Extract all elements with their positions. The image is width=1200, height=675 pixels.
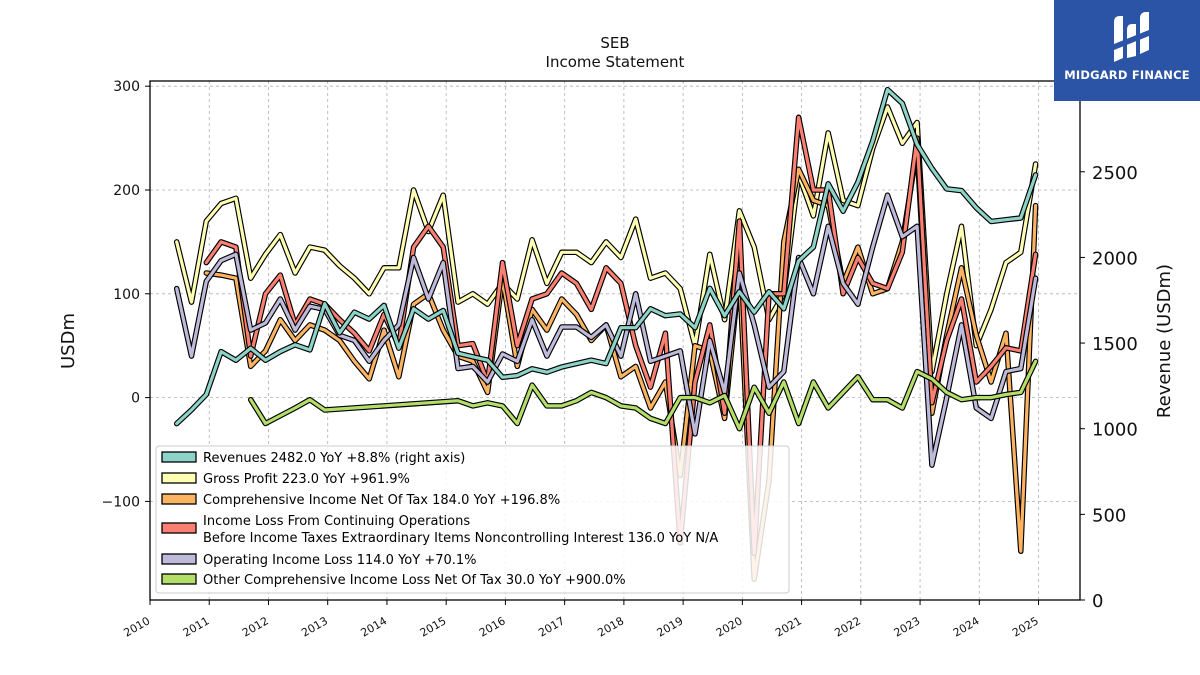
x-tick-label: 2021 [773, 614, 804, 639]
y-tick-label: 300 [113, 79, 140, 95]
x-tick-label: 2018 [595, 614, 626, 639]
legend-label-income-loss-line2: Before Income Taxes Extraordinary Items … [203, 531, 718, 546]
x-tick-label: 2011 [181, 614, 212, 639]
x-tick-label: 2025 [1010, 614, 1041, 639]
legend-swatch-gross-profit [161, 472, 197, 484]
y2-tick-label: 0 [1092, 591, 1103, 612]
legend-box [155, 445, 790, 594]
y2-tick-label: 2500 [1092, 163, 1138, 184]
series-line-operating-income-loss [175, 193, 1038, 467]
logo-mark-icon [1114, 12, 1149, 62]
x-tick-label: 2010 [122, 614, 153, 639]
legend-swatch-income-loss [161, 522, 197, 534]
y-tick-label: −100 [102, 494, 140, 510]
y-tick-label: 200 [113, 183, 140, 199]
series-line-revenues [175, 88, 1038, 426]
x-tick-label: 2020 [714, 614, 745, 639]
y2-axis-label: Revenue (USDm) [1154, 264, 1175, 418]
midgard-finance-logo: MIDGARD FINANCE [1054, 0, 1200, 101]
legend-label-income-loss-line1: Income Loss From Continuing Operations [203, 514, 470, 529]
chart-title: SEB [600, 34, 629, 52]
x-tick-label: 2014 [358, 614, 389, 639]
x-tick-label: 2015 [418, 614, 449, 639]
series-line-gross-profit [175, 105, 1038, 374]
x-tick-label: 2024 [951, 614, 982, 639]
series-lines [173, 86, 1039, 582]
legend-swatch-other-comprehensive [161, 573, 197, 585]
plot-frame [149, 80, 1081, 601]
chart-subtitle: Income Statement [546, 53, 685, 71]
y2-tick-label: 2000 [1092, 248, 1138, 269]
grid-lines [149, 81, 1080, 600]
legend-label-other-comprehensive: Other Comprehensive Income Loss Net Of T… [203, 573, 626, 588]
y2-tick-label: 1000 [1092, 420, 1138, 441]
y-tick-label: 0 [131, 391, 140, 407]
y2-tick-label: 1500 [1092, 334, 1138, 355]
legend-swatch-revenues [161, 451, 197, 463]
legend-label-operating-income: Operating Income Loss 114.0 YoY +70.1% [203, 553, 477, 568]
legend-label-gross-profit: Gross Profit 223.0 YoY +961.9% [203, 472, 410, 487]
legend-swatch-operating-income [161, 553, 197, 565]
x-tick-label: 2013 [299, 614, 330, 639]
y2-tick-label: 500 [1092, 505, 1126, 526]
y-axis-label: USDm [58, 313, 79, 369]
x-tick-label: 2016 [477, 614, 508, 639]
x-tick-label: 2023 [892, 614, 923, 639]
x-tick-label: 2019 [655, 614, 686, 639]
x-tick-label: 2022 [832, 614, 863, 639]
legend-label-comprehensive-income: Comprehensive Income Net Of Tax 184.0 Yo… [203, 493, 560, 508]
logo-text: MIDGARD FINANCE [1064, 68, 1190, 82]
legend-swatch-comprehensive-income [161, 493, 197, 505]
y-tick-label: 100 [113, 287, 140, 303]
legend-label-revenues: Revenues 2482.0 YoY +8.8% (right axis) [203, 451, 465, 466]
series-line-other-comprehensive-income-loss-net-of-t [249, 359, 1038, 431]
x-tick-label: 2012 [240, 614, 271, 639]
x-tick-label: 2017 [536, 614, 567, 639]
legend: Revenues 2482.0 YoY +8.8% (right axis) G… [155, 445, 790, 594]
